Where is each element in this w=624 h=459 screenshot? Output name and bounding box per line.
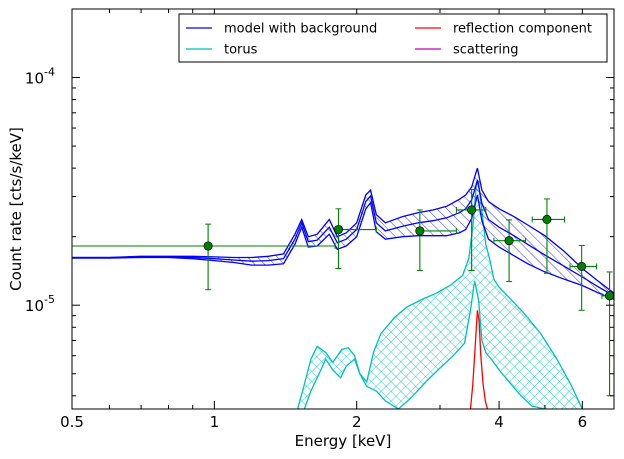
x-tick-label: 4 (494, 413, 504, 431)
torus-lower-line (303, 280, 546, 409)
data-point-group (333, 208, 377, 269)
data-point (415, 226, 425, 236)
data-point-group (601, 271, 614, 397)
axes: 0.5 1 2 4 610-510-4 (25, 8, 615, 431)
legend-entry: reflection component (415, 22, 592, 37)
legend-entry: model with background (186, 22, 377, 37)
x-tick-label: 1 (210, 413, 220, 431)
x-tick-label: 6 (578, 413, 588, 431)
data-point (605, 291, 614, 301)
data-point-group (493, 219, 527, 283)
model-upper-line (72, 167, 614, 294)
data-point-group (415, 209, 457, 272)
data-point-group (455, 189, 487, 272)
y-tick-base: 10 (25, 297, 44, 315)
data-point-group (72, 223, 336, 291)
data-point (203, 241, 213, 251)
y-tick-base: 10 (25, 70, 44, 88)
torus-upper-line (296, 181, 583, 409)
y-tick-exponent: -5 (44, 293, 55, 306)
plot-area (72, 167, 614, 409)
legend-frame (178, 13, 608, 63)
model-middle-line (72, 179, 614, 297)
legend-label: torus (224, 43, 258, 58)
x-tick-label: 0.5 (60, 413, 84, 431)
legend-entry: torus (186, 43, 258, 58)
data-point (467, 205, 477, 215)
data-point (333, 224, 344, 235)
legend-label: scattering (453, 43, 519, 58)
data-point (577, 261, 587, 271)
legend: model with background reflection componen… (178, 13, 608, 63)
x-axis-label: Energy [keV] (295, 432, 392, 450)
data-point (542, 214, 552, 225)
legend-label: reflection component (453, 22, 592, 37)
plot-frame (71, 8, 615, 410)
legend-label: model with background (224, 22, 377, 37)
legend-entry: scattering (415, 43, 519, 58)
y-axis-label: Count rate [cts/s/keV] (7, 127, 25, 291)
data-point-group (569, 244, 598, 311)
y-tick-label: 10 -5 (25, 293, 55, 315)
data-point (504, 236, 514, 246)
torus-band-fill (297, 182, 583, 409)
y-tick-label: 10 -4 (25, 66, 55, 88)
x-tick-label: 2 (352, 413, 362, 431)
data-point-group (531, 198, 565, 274)
y-tick-exponent: -4 (44, 66, 55, 79)
reflection-line (469, 310, 489, 409)
